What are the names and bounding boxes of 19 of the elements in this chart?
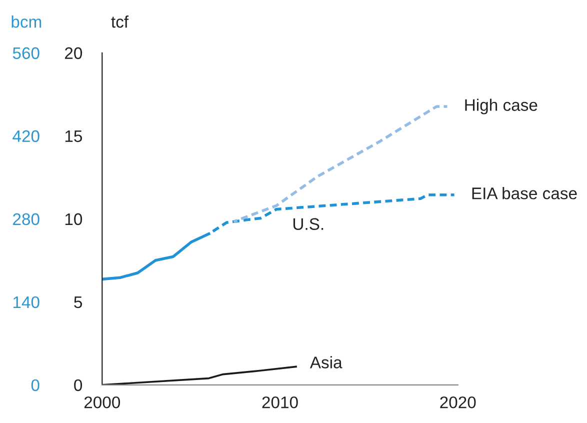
y2-axis-title: bcm — [12, 15, 42, 28]
y-tick-label: 15 — [65, 130, 82, 142]
series-label: EIA base case — [472, 187, 577, 200]
y2-tick-label: 280 — [13, 213, 40, 226]
x-tick-label: 2000 — [84, 396, 120, 408]
y-tick-label: 10 — [65, 213, 82, 226]
y2-tick-label: 420 — [12, 130, 40, 142]
y-tick-label: 5 — [74, 296, 82, 308]
y-axis-title: tcf — [111, 16, 129, 28]
x-tick-label: 2010 — [262, 396, 298, 408]
y2-tick-label: 560 — [12, 47, 40, 60]
y2-tick-label: 0 — [31, 379, 40, 392]
series-label: Asia — [310, 356, 342, 368]
y-tick-label: 20 — [64, 47, 82, 60]
y-tick-label: 0 — [74, 379, 82, 392]
text: U.S. — [293, 218, 324, 230]
x-tick-label: 2020 — [440, 396, 476, 408]
series-label: High case — [465, 98, 538, 114]
y2-tick-label: 140 — [13, 296, 40, 308]
